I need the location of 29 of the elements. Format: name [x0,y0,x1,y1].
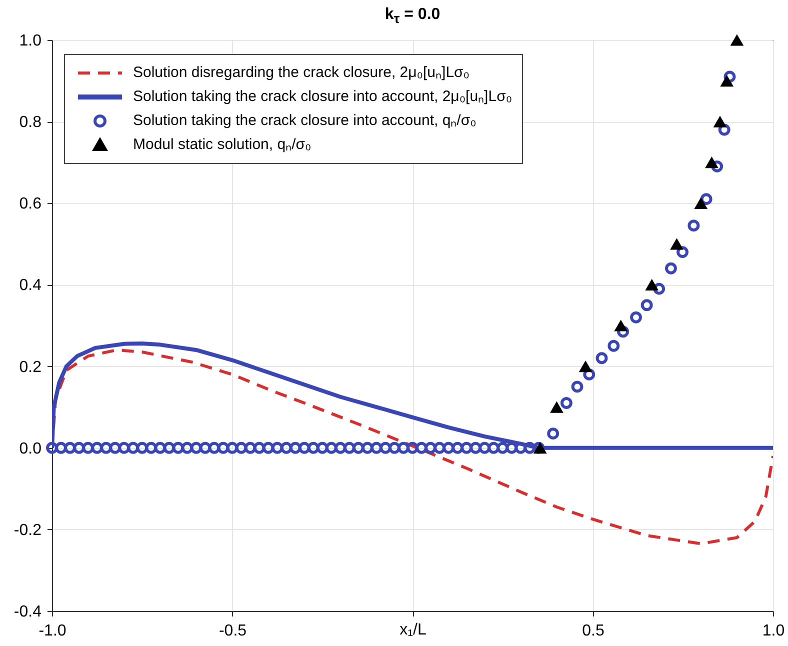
y-tick-label: 0.2 [19,358,42,376]
point [705,156,718,168]
x-tick-label: -0.5 [218,622,247,640]
point [578,360,592,372]
legend-label: Solution taking the crack closure into account, qₙ/σ₀ [133,111,476,131]
y-tick-label: -0.2 [14,522,42,539]
y-tick-label: 0.8 [19,114,42,132]
legend-label: Solution disregarding the crack closure, 2μ₀[uₙ]Lσ₀ [133,63,470,83]
y-tick-label: 0.4 [19,277,42,294]
y-tick-label: -0.4 [14,604,42,620]
x-tick-label: 0.5 [582,622,604,640]
legend-label: Solution taking the crack closure into account, 2μ₀[uₙ]Lσ₀ [133,87,512,107]
point [713,116,727,128]
y-tick-label: 1.0 [19,32,42,50]
point [614,320,628,332]
x-axis-title: x₁/L [400,622,426,638]
legend-label: Modul static solution, qₙ/σ₀ [133,135,312,155]
point [730,34,744,46]
x-tick-label: 1.0 [762,622,785,640]
point [550,401,564,413]
x-tick-label: -1.0 [38,622,66,640]
y-tick-label: 0.0 [19,440,42,458]
line-series [52,348,773,546]
y-tick-label: 0.6 [19,196,42,213]
point [720,74,734,87]
point [670,238,684,250]
point [694,197,708,209]
point [645,278,659,291]
chart-title: k$_{τ}$ = 0.0 [384,6,442,26]
